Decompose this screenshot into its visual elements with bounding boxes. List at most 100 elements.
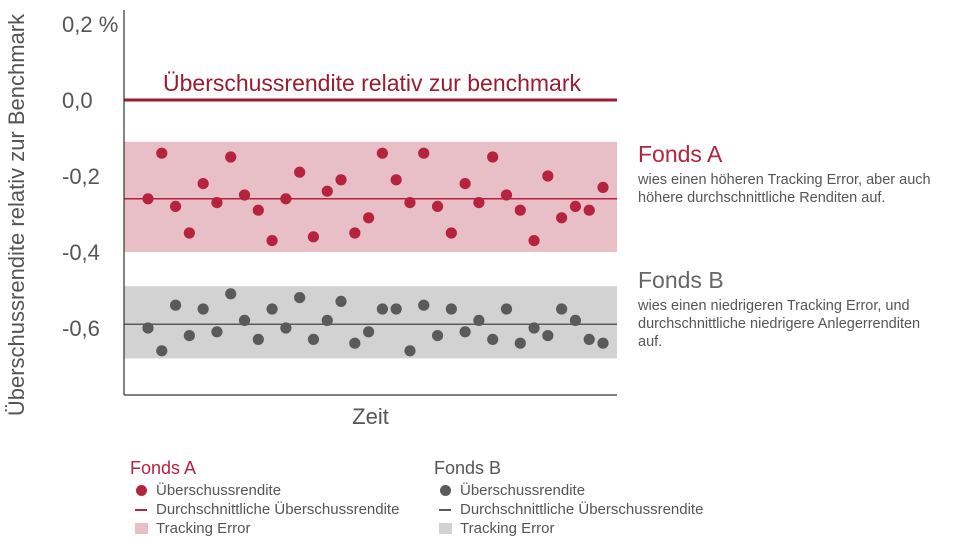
- fonds-a-point: [376, 147, 388, 159]
- fonds-b-point: [294, 292, 306, 304]
- fonds-a-point: [390, 174, 402, 186]
- fonds-b-point: [431, 330, 444, 342]
- fonds-a-point: [597, 181, 609, 193]
- legend-fonds-b-title: Fonds B: [434, 458, 502, 478]
- fonds-a-point: [169, 200, 182, 212]
- fonds-b-point: [349, 337, 361, 349]
- fonds-a-point: [335, 174, 347, 186]
- legend-item-label: Tracking Error: [156, 520, 251, 537]
- fonds-b-point: [569, 314, 582, 326]
- fonds-b-point: [445, 303, 457, 315]
- fonds-a-annotation: Fonds A wies einen höheren Tracking Erro…: [638, 141, 938, 207]
- legend-item: Tracking Error: [130, 519, 399, 538]
- legend-fonds-a-title: Fonds A: [130, 458, 197, 478]
- fonds-b-point: [459, 326, 471, 338]
- fonds-a-point: [487, 151, 499, 163]
- fonds-a-point: [583, 204, 595, 216]
- fonds-b-point: [376, 303, 388, 315]
- fonds-a-point: [252, 204, 264, 216]
- fonds-a-point: [266, 235, 278, 247]
- legend-item: Durchschnittliche Überschussrendite: [130, 500, 399, 519]
- fonds-a-point: [183, 227, 195, 239]
- y-tick-label: -0,2: [62, 164, 100, 189]
- legend-line-icon: [135, 508, 147, 511]
- fonds-b-point: [321, 314, 333, 326]
- fonds-b-point: [473, 314, 485, 326]
- fonds-a-point: [404, 197, 416, 209]
- legend-item-label: Tracking Error: [460, 520, 555, 537]
- fonds-b-point: [418, 299, 430, 311]
- fonds-a-point: [225, 151, 237, 163]
- y-tick-label: 0,2 %: [62, 12, 118, 37]
- fonds-b-point: [500, 303, 513, 315]
- legend-item: Durchschnittliche Überschussrendite: [434, 500, 703, 519]
- fonds-a-point: [473, 197, 485, 209]
- fonds-b-point: [363, 326, 375, 338]
- y-tick-label: -0,6: [62, 316, 100, 341]
- legend-dot-icon: [135, 485, 147, 496]
- fonds-a-point: [211, 197, 223, 209]
- fonds-b-point: [156, 345, 168, 357]
- fonds-a-point: [238, 189, 251, 201]
- fonds-a-point: [459, 178, 471, 190]
- fonds-a-point: [528, 235, 540, 247]
- fonds-a-point: [514, 204, 526, 216]
- fonds-b-point: [335, 295, 347, 307]
- fonds-b-point: [404, 345, 416, 357]
- fonds-b-point: [390, 303, 402, 315]
- fonds-b-point: [238, 314, 251, 326]
- benchmark-label: Überschussrendite relativ zur benchmark: [163, 70, 582, 96]
- legend-band-icon: [438, 523, 452, 534]
- fonds-a-point: [321, 185, 333, 197]
- fonds-b-point: [266, 303, 278, 315]
- fonds-a-point: [556, 212, 568, 224]
- legend-band-icon: [134, 523, 148, 534]
- fonds-b-annotation: Fonds B wies einen niedrigeren Tracking …: [638, 267, 938, 351]
- fonds-a-point: [445, 227, 457, 239]
- fonds-a-point: [418, 147, 430, 159]
- legend-item: Überschussrendite: [434, 481, 703, 500]
- fonds-b-annotation-text: wies einen niedrigeren Tracking Error, u…: [638, 298, 921, 350]
- fonds-a-point: [349, 227, 361, 239]
- y-tick-label: -0,4: [62, 240, 100, 265]
- fonds-b-point: [487, 333, 499, 345]
- fonds-a-point: [156, 147, 168, 159]
- fonds-b-point: [307, 333, 320, 345]
- legend-item: Tracking Error: [434, 519, 703, 538]
- fonds-a-point: [142, 193, 154, 205]
- fonds-a-point: [431, 200, 444, 212]
- legend-item-label: Durchschnittliche Überschussrendite: [156, 501, 400, 518]
- fonds-b-point: [514, 337, 526, 349]
- fonds-b-annotation-title: Fonds B: [638, 267, 724, 293]
- fonds-a-point: [542, 170, 554, 182]
- legend-fonds-b: Fonds B Überschussrendite Durchschnittli…: [434, 457, 703, 538]
- fonds-a-point: [197, 178, 209, 190]
- legend-line-icon: [439, 508, 451, 511]
- fonds-a-point: [363, 212, 375, 224]
- y-tick-label: 0,0: [62, 88, 93, 113]
- fonds-b-point: [597, 337, 609, 349]
- fonds-b-point: [225, 288, 237, 300]
- fonds-b-point: [280, 322, 292, 334]
- fonds-b-point: [197, 303, 209, 315]
- fonds-b-tracking-error-band: [124, 286, 617, 359]
- fonds-b-point: [583, 333, 595, 345]
- fonds-b-point: [183, 330, 195, 342]
- legend-item: Überschussrendite: [130, 481, 399, 500]
- fonds-a-annotation-text: wies einen höheren Tracking Error, aber …: [638, 172, 931, 206]
- fonds-b-point: [169, 299, 182, 311]
- fonds-a-point: [280, 193, 292, 205]
- fonds-b-point: [542, 330, 554, 342]
- legend-fonds-a: Fonds A Überschussrendite Durchschnittli…: [130, 457, 399, 538]
- fonds-a-point: [500, 189, 513, 201]
- legend-item-label: Überschussrendite: [460, 482, 586, 499]
- x-axis-label: Zeit: [352, 404, 389, 429]
- fonds-b-point: [211, 326, 223, 338]
- fonds-b-point: [252, 333, 264, 345]
- fonds-b-point: [556, 303, 568, 315]
- fonds-b-point: [528, 322, 540, 334]
- y-axis-label: Überschussrendite relativ zur Benchmark: [4, 13, 29, 416]
- fonds-a-point: [307, 231, 320, 243]
- fonds-a-point: [569, 200, 582, 212]
